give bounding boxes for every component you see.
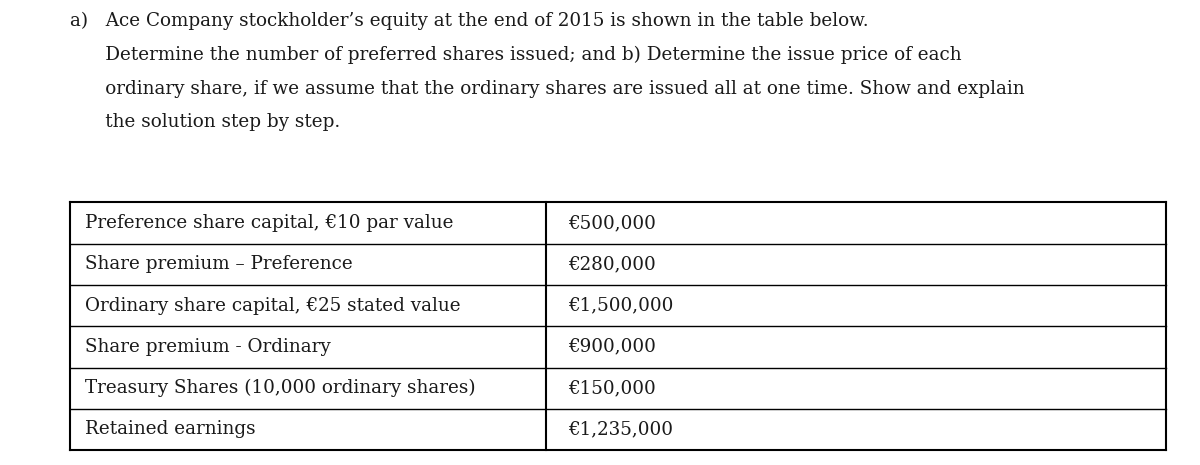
Text: €1,235,000: €1,235,000: [568, 420, 673, 438]
Text: Retained earnings: Retained earnings: [85, 420, 256, 438]
Text: €280,000: €280,000: [568, 255, 655, 273]
Text: €1,500,000: €1,500,000: [568, 297, 673, 314]
Text: Preference share capital, €10 par value: Preference share capital, €10 par value: [85, 214, 454, 232]
Text: €900,000: €900,000: [568, 338, 655, 356]
Text: a)   Ace Company stockholder’s equity at the end of 2015 is shown in the table b: a) Ace Company stockholder’s equity at t…: [70, 12, 869, 30]
Text: ordinary share, if we assume that the ordinary shares are issued all at one time: ordinary share, if we assume that the or…: [70, 80, 1025, 98]
Text: Share premium - Ordinary: Share premium - Ordinary: [85, 338, 331, 356]
Text: €500,000: €500,000: [568, 214, 655, 232]
Text: Determine the number of preferred shares issued; and b) Determine the issue pric: Determine the number of preferred shares…: [70, 46, 961, 64]
Text: the solution step by step.: the solution step by step.: [70, 113, 340, 132]
Text: Share premium – Preference: Share premium – Preference: [85, 255, 353, 273]
Text: Ordinary share capital, €25 stated value: Ordinary share capital, €25 stated value: [85, 297, 461, 314]
Text: Treasury Shares (10,000 ordinary shares): Treasury Shares (10,000 ordinary shares): [85, 379, 476, 397]
Text: €150,000: €150,000: [568, 379, 655, 397]
